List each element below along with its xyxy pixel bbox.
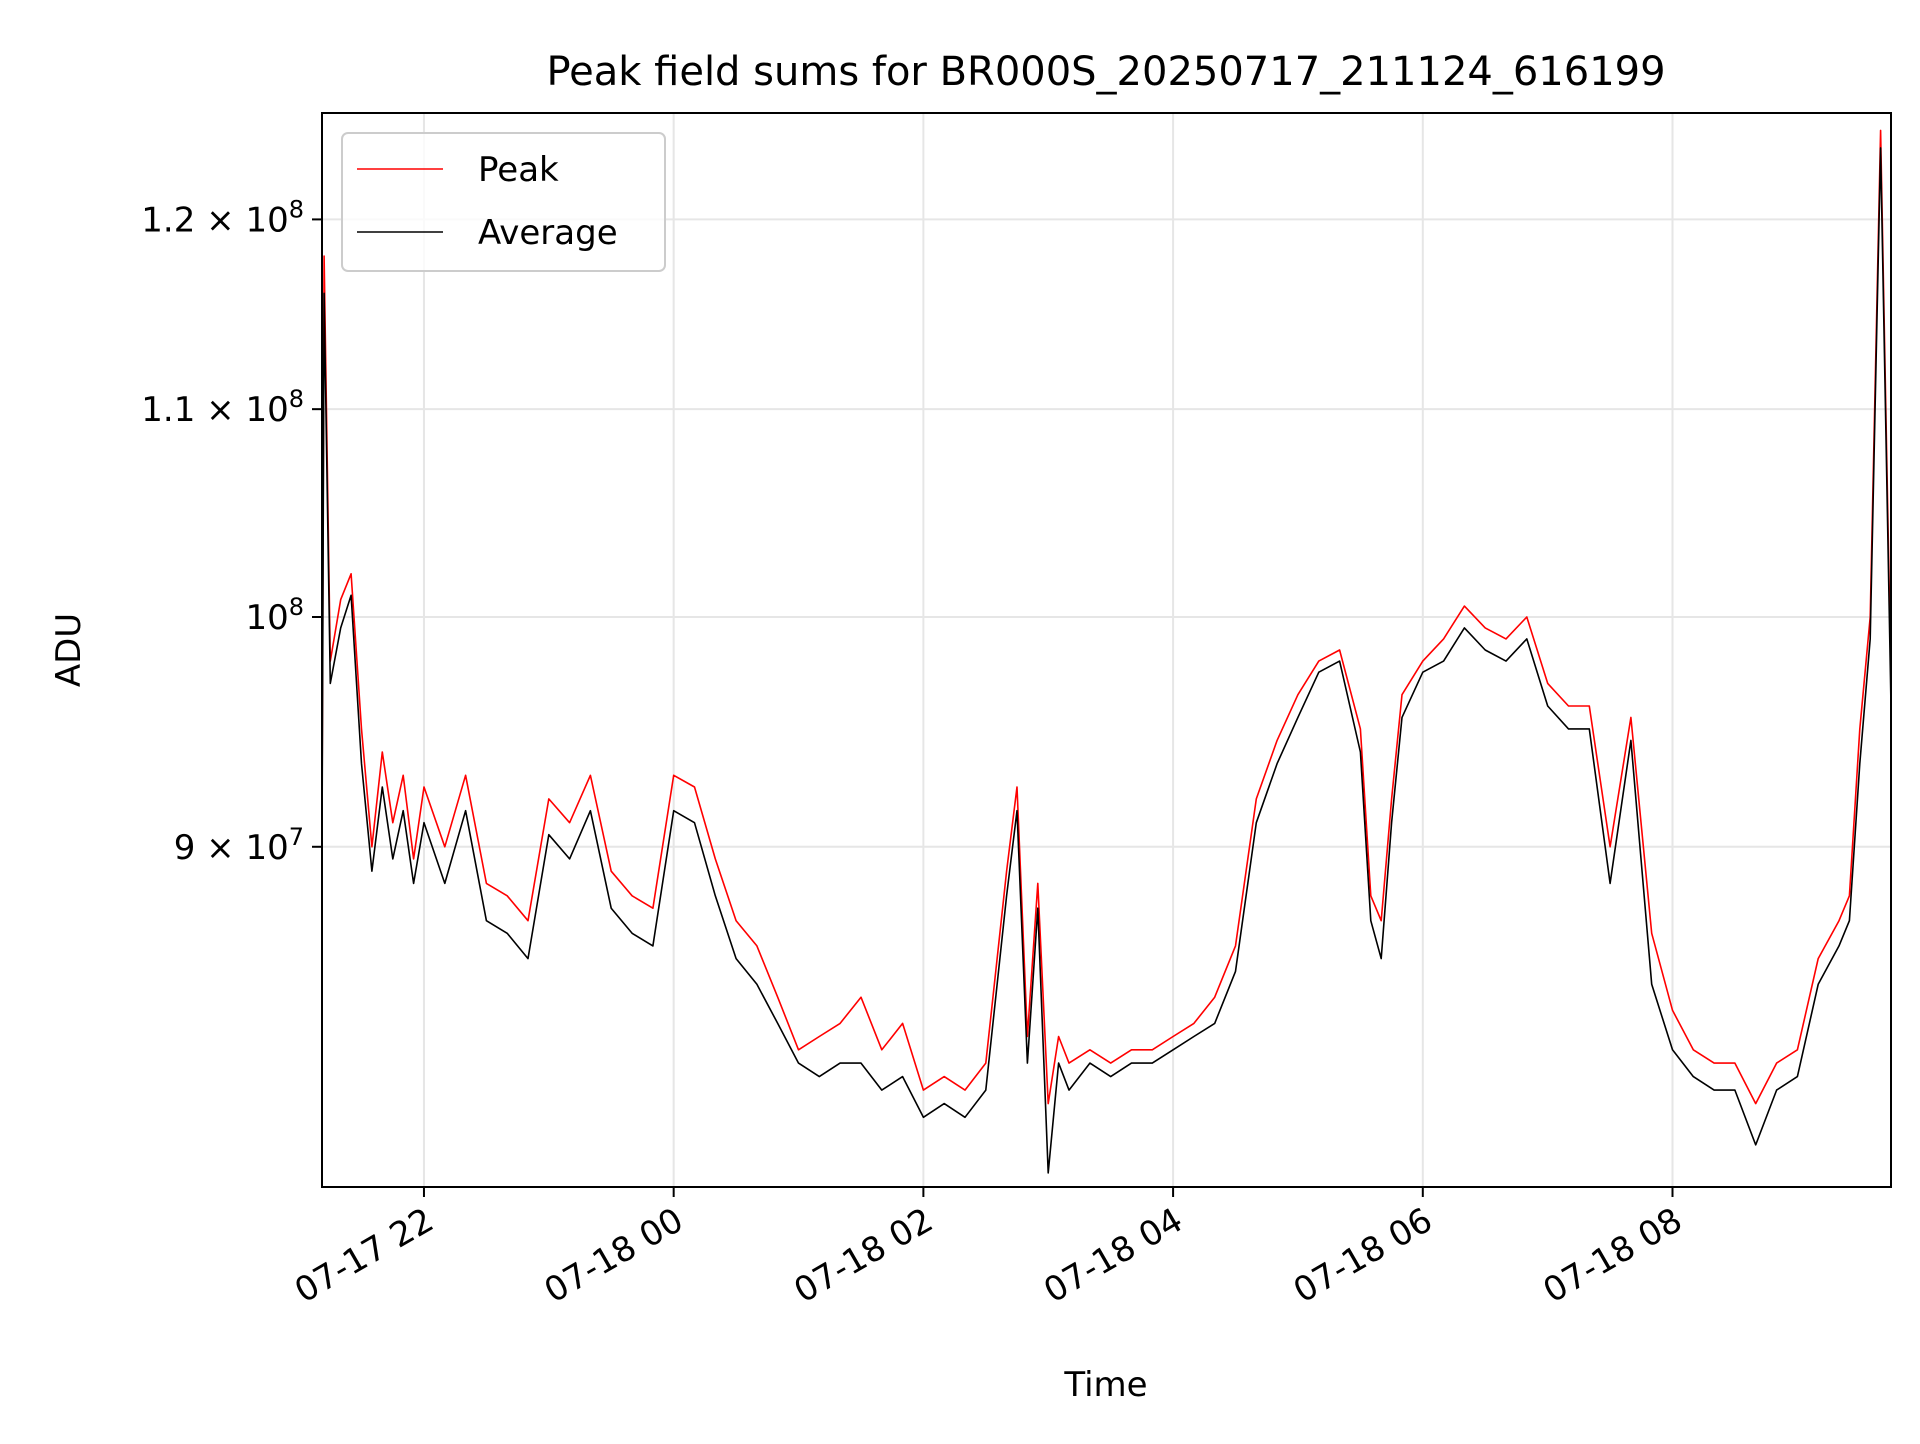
legend-average-label: Average — [478, 213, 618, 253]
x-axis-label: Time — [1063, 1365, 1147, 1405]
y-axis-label: ADU — [49, 613, 89, 687]
legend-box — [341, 132, 666, 272]
series-line-average — [321, 147, 1892, 1174]
legend-peak-label: Peak — [478, 150, 559, 190]
y-tick-label: 1.1 × 108 — [141, 385, 304, 430]
plot-frame — [321, 112, 1892, 1188]
y-axis-ticks: 9 × 107 108 1.1 × 108 1.2 × 108 — [141, 195, 322, 868]
series-line-peak — [321, 129, 1892, 1105]
legend: Peak Average — [341, 132, 666, 272]
series-lines — [321, 129, 1892, 1174]
y-tick-label: 1.2 × 108 — [141, 195, 304, 240]
y-tick-label: 9 × 107 — [174, 823, 304, 868]
grid — [322, 113, 1891, 1187]
chart-title: Peak field sums for BR000S_20250717_2111… — [546, 49, 1665, 95]
y-tick-label: 108 — [245, 593, 304, 638]
